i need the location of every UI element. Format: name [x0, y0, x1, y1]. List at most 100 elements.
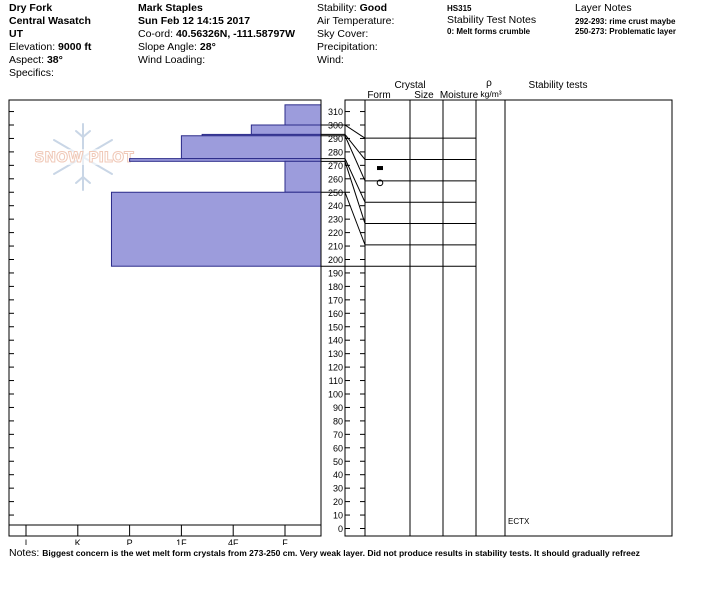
hardness-bar-3: [180, 135, 322, 160]
specifics-row: Specifics:: [9, 67, 54, 79]
coord-value: 40.56326N, -111.58797W: [175, 28, 296, 40]
hardness-plot-frame: [8, 99, 322, 537]
depth-tick-label-29: 290: [328, 134, 343, 144]
header-weather-info: Stability: Good Air Temperature: Sky Cov…: [317, 2, 394, 67]
depth-tick-label-21: 210: [328, 242, 343, 252]
stability-row: Stability: Good: [317, 2, 388, 14]
slope-value: 28°: [199, 41, 216, 53]
depth-tick-label-13: 130: [328, 349, 343, 359]
depth-tick-label-5: 50: [333, 457, 343, 467]
depth-tick-label-6: 60: [333, 443, 343, 453]
observer-name: Mark Staples: [138, 2, 203, 14]
depth-tick-label-26: 260: [328, 174, 343, 184]
depth-tick-label-12: 120: [328, 363, 343, 373]
range-name: Central Wasatch: [9, 15, 91, 27]
stability-tests-header: Stability tests: [529, 80, 588, 91]
location-name: Dry Fork: [9, 2, 53, 14]
crystal-symbols: [376, 166, 384, 187]
elevation-row: Elevation: 9000 ft: [9, 41, 92, 53]
notes-text: Biggest concern is the wet melt form cry…: [42, 548, 640, 558]
depth-tick-label-3: 30: [333, 484, 343, 494]
depth-tick-label-10: 100: [328, 390, 343, 400]
layer-lines: [321, 124, 476, 267]
crystal-header: Crystal: [394, 80, 425, 91]
state-name: UT: [9, 28, 23, 40]
observation-datetime: Sun Feb 12 14:15 2017: [138, 15, 251, 27]
hs-value: HS315: [447, 4, 472, 13]
air-temp-row: Air Temperature:: [317, 15, 395, 27]
moisture-header: Moisture: [440, 90, 479, 101]
size-header: Size: [414, 90, 434, 101]
depth-tick-label-18: 180: [328, 282, 343, 292]
depth-tick-label-0: 0: [338, 524, 343, 534]
stability-note-0: 0: Melt forms crumble: [447, 27, 531, 36]
stability-value: Good: [359, 2, 388, 14]
hardness-tick-label-F: F: [282, 538, 288, 545]
layer-table-frame: [344, 99, 673, 537]
hardness-tick-label-K: K: [75, 538, 81, 545]
boundary-connector-4: [344, 161, 366, 224]
precip-row: Precipitation:: [317, 41, 378, 53]
stability-test-results: ECTX: [508, 517, 530, 526]
depth-tick-label-31: 310: [328, 107, 343, 117]
hardness-tick-label-I: I: [25, 538, 28, 545]
depth-tick-label-8: 80: [333, 416, 343, 426]
aspect-row: Aspect: 38°: [9, 54, 63, 66]
density-header-symbol: ρ: [486, 78, 492, 89]
depth-tick-label-23: 230: [328, 215, 343, 225]
snow-profile-chart: SNOW PILOT I K P 1F 4F F 0 10 20 30 40 50 60 70 80 90 1…: [8, 78, 673, 545]
density-header-unit: kg/m³: [480, 89, 501, 99]
layer-note-0: 292-293: rime crust maybe: [575, 17, 676, 26]
depth-axis: 0 10 20 30 40 50 60 70 80 90 100 110 120 130 140 150 160…: [328, 107, 365, 534]
wind-loading-row: Wind Loading:: [138, 54, 206, 66]
slope-row: Slope Angle: 28°: [138, 41, 216, 53]
depth-tick-label-11: 110: [329, 376, 343, 386]
aspect-value: 38°: [46, 54, 63, 66]
left-minor-ticks: [9, 111, 14, 516]
layer-notes-title: Layer Notes: [575, 2, 632, 14]
depth-tick-label-19: 190: [328, 268, 343, 278]
hardness-tick-label-P: P: [127, 538, 133, 545]
boundary-connector-5: [344, 192, 366, 246]
stability-test-0: ECTX: [508, 517, 530, 526]
wind-row: Wind:: [317, 54, 344, 66]
depth-tick-label-15: 150: [328, 322, 343, 332]
depth-tick-label-14: 140: [328, 336, 343, 346]
depth-tick-label-22: 220: [328, 228, 343, 238]
coord-row: Co-ord: 40.56326N, -111.58797W: [138, 28, 296, 40]
crystal-symbol-circle-1: [376, 179, 384, 187]
snowpilot-logo: SNOW PILOT: [28, 123, 140, 191]
depth-tick-label-16: 160: [328, 309, 343, 319]
header-layer-notes: Layer Notes 292-293: rime crust maybe 25…: [575, 2, 676, 37]
hardness-tick-label-1F: 1F: [176, 538, 187, 545]
form-header: Form: [367, 90, 390, 101]
boundary-connector-2: [344, 135, 366, 182]
hardness-bars: [110, 104, 322, 267]
stability-notes-title: Stability Test Notes: [447, 14, 537, 26]
depth-tick-label-7: 70: [333, 430, 343, 440]
boundary-connector-0: [344, 124, 366, 139]
depth-tick-label-27: 270: [328, 161, 343, 171]
hardness-bar-0: [284, 104, 322, 126]
boundary-connector-3: [344, 158, 366, 203]
hardness-axis: I K P 1F 4F F: [25, 525, 288, 545]
hardness-bar-5: [284, 160, 322, 193]
sky-cover-row: Sky Cover:: [317, 28, 369, 40]
depth-tick-label-17: 170: [328, 295, 343, 305]
depth-tick-label-28: 280: [328, 147, 343, 157]
notes-line: Notes: Biggest concern is the wet melt f…: [9, 547, 640, 559]
snowpilot-logo-text: SNOW PILOT: [34, 150, 134, 166]
notes-label: Notes:: [9, 547, 40, 559]
header-stability-notes: HS315 Stability Test Notes 0: Melt forms…: [447, 2, 536, 37]
hardness-bar-6: [110, 191, 322, 267]
crystal-symbol-bar-0: [377, 166, 383, 171]
layer-note-1: 250-273: Problematic layer: [575, 27, 676, 36]
hardness-bar-1: [250, 124, 322, 135]
elevation-value: 9000 ft: [58, 41, 92, 53]
hardness-tick-label-4F: 4F: [228, 538, 239, 545]
depth-tick-label-4: 40: [333, 470, 343, 480]
depth-tick-label-20: 200: [328, 255, 343, 265]
header-observer-info: Mark Staples Sun Feb 12 14:15 2017 Co-or…: [138, 2, 295, 67]
depth-tick-label-24: 240: [328, 201, 343, 211]
header-site-info: Dry Fork Central Wasatch UT Elevation: 9…: [9, 2, 91, 80]
